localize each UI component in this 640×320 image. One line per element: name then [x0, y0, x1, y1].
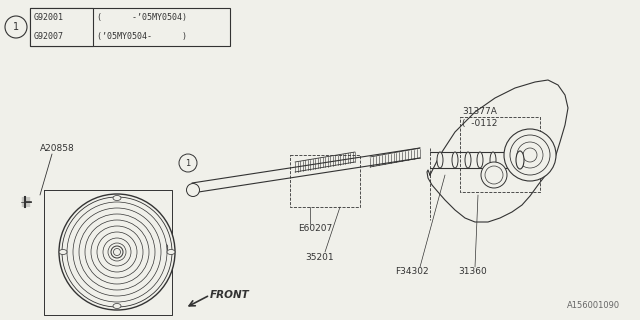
Bar: [30, 8, 93, 46]
Ellipse shape: [477, 152, 483, 168]
Ellipse shape: [108, 243, 126, 261]
Polygon shape: [44, 190, 172, 315]
Ellipse shape: [67, 202, 167, 302]
Text: 35201: 35201: [305, 253, 333, 262]
Ellipse shape: [481, 162, 507, 188]
Ellipse shape: [186, 183, 200, 196]
Ellipse shape: [465, 152, 471, 168]
Ellipse shape: [490, 152, 496, 168]
Text: 31360: 31360: [458, 268, 487, 276]
Text: 1: 1: [186, 158, 191, 167]
Ellipse shape: [113, 196, 121, 201]
Ellipse shape: [113, 303, 121, 308]
Ellipse shape: [516, 151, 524, 169]
Ellipse shape: [85, 220, 149, 284]
Text: 31377A: 31377A: [462, 107, 497, 116]
Text: G92007: G92007: [34, 32, 64, 41]
Ellipse shape: [59, 250, 67, 254]
Ellipse shape: [111, 246, 123, 258]
Text: G92001: G92001: [34, 13, 64, 22]
Text: (      -’05MY0504): ( -’05MY0504): [97, 13, 187, 22]
Ellipse shape: [485, 166, 503, 184]
Text: F34302: F34302: [395, 268, 429, 276]
Ellipse shape: [62, 197, 172, 307]
Ellipse shape: [62, 197, 172, 307]
Text: FRONT: FRONT: [210, 290, 250, 300]
Ellipse shape: [79, 214, 155, 290]
Ellipse shape: [437, 152, 443, 168]
Bar: [460, 117, 540, 192]
Ellipse shape: [103, 238, 131, 266]
Ellipse shape: [59, 194, 175, 310]
Text: A20858: A20858: [40, 143, 75, 153]
Ellipse shape: [452, 152, 458, 168]
Text: A156001090: A156001090: [567, 301, 620, 310]
Text: E60207: E60207: [298, 223, 332, 233]
Ellipse shape: [113, 249, 120, 255]
Ellipse shape: [97, 232, 137, 272]
Text: (  -0112: ( -0112: [462, 118, 497, 127]
Ellipse shape: [167, 250, 175, 254]
Ellipse shape: [73, 208, 161, 296]
Bar: [290, 155, 360, 207]
Text: (’05MY0504-      ): (’05MY0504- ): [97, 32, 187, 41]
Ellipse shape: [510, 135, 550, 175]
Ellipse shape: [523, 148, 537, 162]
Text: 1: 1: [13, 22, 19, 32]
Bar: [30, 8, 230, 46]
Text: 31100: 31100: [140, 244, 169, 252]
Ellipse shape: [517, 142, 543, 168]
Polygon shape: [427, 80, 568, 222]
Ellipse shape: [504, 129, 556, 181]
Ellipse shape: [91, 226, 143, 278]
